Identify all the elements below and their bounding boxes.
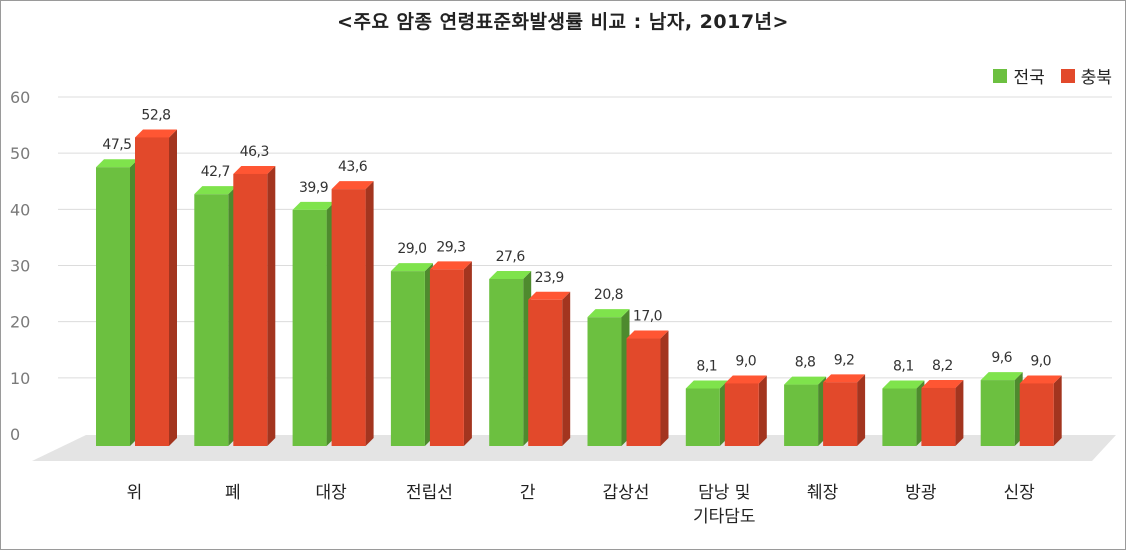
y-tick-label: 0 bbox=[10, 425, 20, 444]
data-label-chungbuk: 17,0 bbox=[633, 309, 662, 325]
data-label-chungbuk: 9,2 bbox=[834, 352, 855, 368]
legend-label-chungbuk: 충북 bbox=[1080, 68, 1112, 88]
category-label: 폐 bbox=[225, 483, 241, 503]
bar-chungbuk bbox=[429, 269, 464, 446]
bar-side-chungbuk bbox=[857, 374, 866, 446]
data-label-chungbuk: 9,0 bbox=[735, 353, 756, 369]
bar-top-nationwide bbox=[685, 380, 728, 389]
y-tick-label: 20 bbox=[10, 313, 30, 332]
bar-nationwide bbox=[784, 384, 819, 446]
data-label-nationwide: 8,1 bbox=[893, 359, 914, 375]
category-label: 대장 bbox=[315, 483, 347, 503]
bar-chungbuk bbox=[626, 338, 661, 446]
bar-chungbuk bbox=[528, 299, 563, 446]
data-label-nationwide: 9,6 bbox=[991, 350, 1012, 366]
category-label: 간 bbox=[520, 483, 536, 503]
bar-chungbuk bbox=[823, 382, 858, 446]
bar-top-chungbuk bbox=[823, 374, 866, 383]
category-label: 전립선 bbox=[406, 483, 453, 503]
y-tick-label: 50 bbox=[10, 144, 30, 163]
bar-side-chungbuk bbox=[660, 330, 669, 446]
bar-top-chungbuk bbox=[1019, 375, 1062, 384]
data-label-nationwide: 39,9 bbox=[299, 180, 328, 196]
data-label-nationwide: 29,0 bbox=[397, 241, 426, 257]
bar-side-chungbuk bbox=[562, 291, 571, 446]
legend-entry-chungbuk: 충북 bbox=[1060, 63, 1112, 88]
bar-top-nationwide bbox=[882, 380, 925, 389]
bar-top-chungbuk bbox=[724, 375, 767, 384]
bar-side-chungbuk bbox=[1053, 375, 1062, 446]
bar-side-chungbuk bbox=[758, 375, 767, 446]
bar-chungbuk bbox=[233, 173, 268, 446]
bar-top-chungbuk bbox=[921, 379, 964, 388]
bar-top-chungbuk bbox=[135, 129, 177, 138]
data-label-chungbuk: 23,9 bbox=[535, 270, 564, 286]
bar-top-chungbuk bbox=[331, 181, 374, 190]
y-tick-label: 10 bbox=[10, 369, 30, 388]
bar-top-chungbuk bbox=[528, 291, 571, 300]
legend: 전국 충북 bbox=[993, 63, 1112, 88]
bar-top-nationwide bbox=[980, 372, 1023, 381]
bar-nationwide bbox=[882, 388, 917, 446]
category-label: 담낭 및 bbox=[698, 483, 750, 503]
bar-nationwide bbox=[390, 271, 425, 446]
data-label-nationwide: 20,8 bbox=[594, 287, 623, 303]
bar-chungbuk bbox=[135, 137, 169, 446]
data-label-nationwide: 42,7 bbox=[201, 164, 230, 180]
chart-title: <주요 암종 연령표준화발생률 비교 : 남자, 2017년> bbox=[337, 11, 789, 33]
y-tick-label: 60 bbox=[10, 88, 30, 107]
data-label-nationwide: 47,5 bbox=[102, 137, 131, 153]
data-label-chungbuk: 29,3 bbox=[436, 239, 465, 255]
category-label: 위 bbox=[127, 483, 143, 503]
bar-chungbuk bbox=[921, 387, 956, 446]
bar-top-chungbuk bbox=[626, 330, 669, 339]
data-label-chungbuk: 43,6 bbox=[338, 159, 368, 175]
data-label-nationwide: 27,6 bbox=[496, 249, 526, 265]
bar-chungbuk bbox=[331, 189, 366, 446]
bar-chungbuk bbox=[724, 383, 759, 446]
category-label: 갑상선 bbox=[603, 483, 650, 503]
y-tick-label: 30 bbox=[10, 257, 30, 276]
bar-side-chungbuk bbox=[169, 129, 177, 446]
data-label-nationwide: 8,8 bbox=[795, 355, 816, 371]
legend-swatch-chungbuk bbox=[1060, 68, 1075, 83]
bar-nationwide bbox=[587, 317, 622, 446]
category-label: 췌장 bbox=[807, 483, 839, 503]
bar-side-chungbuk bbox=[267, 165, 276, 446]
bar-top-nationwide bbox=[194, 186, 237, 195]
legend-swatch-nationwide bbox=[993, 68, 1008, 83]
bar-side-chungbuk bbox=[463, 261, 472, 446]
legend-label-nationwide: 전국 bbox=[1013, 68, 1045, 88]
data-label-chungbuk: 8,2 bbox=[932, 358, 953, 374]
bar-nationwide bbox=[194, 194, 229, 446]
bar-chungbuk bbox=[1019, 383, 1054, 446]
bar-nationwide bbox=[980, 380, 1015, 446]
data-label-chungbuk: 9,0 bbox=[1030, 353, 1051, 369]
bar-top-chungbuk bbox=[233, 165, 276, 174]
bar-top-nationwide bbox=[96, 159, 138, 168]
legend-entry-nationwide: 전국 bbox=[993, 63, 1045, 88]
bar-top-nationwide bbox=[390, 263, 433, 272]
bar-top-nationwide bbox=[587, 309, 630, 318]
category-label: 기타담도 bbox=[693, 507, 756, 527]
bar-nationwide bbox=[292, 209, 327, 446]
bar-top-nationwide bbox=[489, 270, 532, 279]
bar-top-nationwide bbox=[784, 376, 827, 385]
bar-top-nationwide bbox=[292, 201, 335, 210]
bar-side-chungbuk bbox=[955, 379, 964, 446]
bar-nationwide bbox=[685, 388, 720, 446]
bar-side-chungbuk bbox=[365, 181, 374, 446]
bar-nationwide bbox=[96, 167, 130, 447]
y-tick-label: 40 bbox=[10, 200, 30, 219]
category-label: 신장 bbox=[1004, 483, 1036, 503]
bar-nationwide bbox=[489, 278, 524, 446]
data-label-chungbuk: 46,3 bbox=[240, 144, 269, 160]
data-label-chungbuk: 52,8 bbox=[141, 107, 170, 123]
data-label-nationwide: 8,1 bbox=[696, 359, 717, 375]
bar-top-chungbuk bbox=[429, 261, 472, 270]
category-label: 방광 bbox=[905, 483, 936, 503]
